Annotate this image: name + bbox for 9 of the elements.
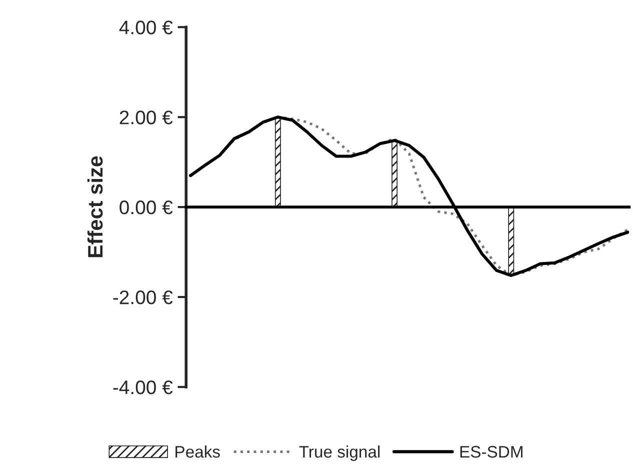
y-axis-title: Effect size bbox=[87, 156, 103, 258]
y-tick-label: 0.00 € bbox=[120, 200, 173, 214]
y-tick-label: 4.00 € bbox=[119, 20, 173, 34]
y-tick-label: -4.00 € bbox=[113, 380, 173, 394]
y-tick-label: -2.00 € bbox=[113, 290, 173, 304]
legend-label: ES-SDM bbox=[460, 446, 522, 458]
y-tick-label: 2.00 € bbox=[120, 110, 173, 124]
legend-label: Peaks bbox=[176, 445, 220, 458]
legend-label: True signal bbox=[299, 445, 380, 461]
